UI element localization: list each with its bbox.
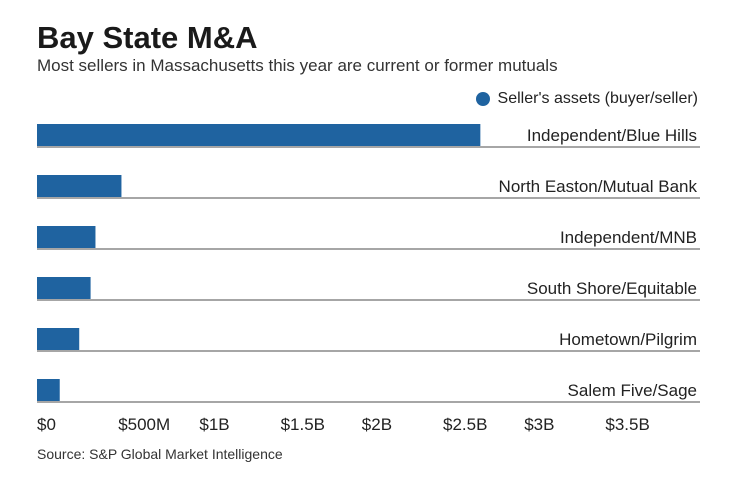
bar	[37, 328, 80, 350]
bar-label: Independent/MNB	[560, 228, 697, 247]
chart-subtitle: Most sellers in Massachusetts this year …	[37, 56, 558, 75]
bar-label: Hometown/Pilgrim	[559, 330, 697, 349]
bar-label: Independent/Blue Hills	[527, 126, 697, 145]
source-note: Source: S&P Global Market Intelligence	[37, 446, 283, 462]
x-tick-label: $1B	[199, 415, 229, 434]
x-tick-label: $1.5B	[281, 415, 325, 434]
legend-marker	[475, 92, 490, 106]
legend-label: Seller's assets (buyer/seller)	[497, 90, 698, 107]
x-tick-label: $0	[37, 415, 56, 434]
legend: Seller's assets (buyer/seller)	[475, 90, 698, 108]
bar	[37, 379, 60, 401]
x-tick-label: $2.5B	[443, 415, 487, 434]
x-tick-label: $3B	[524, 415, 554, 434]
bar	[37, 175, 122, 197]
bar-label: South Shore/Equitable	[527, 279, 697, 298]
bar	[37, 124, 481, 146]
bar-label: Salem Five/Sage	[568, 381, 697, 400]
bar	[37, 226, 96, 248]
bar-label: North Easton/Mutual Bank	[499, 177, 698, 196]
bar	[37, 277, 91, 299]
x-tick-label: $3.5B	[605, 415, 649, 434]
chart-title: Bay State M&A	[37, 20, 258, 55]
x-tick-label: $500M	[118, 415, 170, 434]
x-tick-label: $2B	[362, 415, 392, 434]
